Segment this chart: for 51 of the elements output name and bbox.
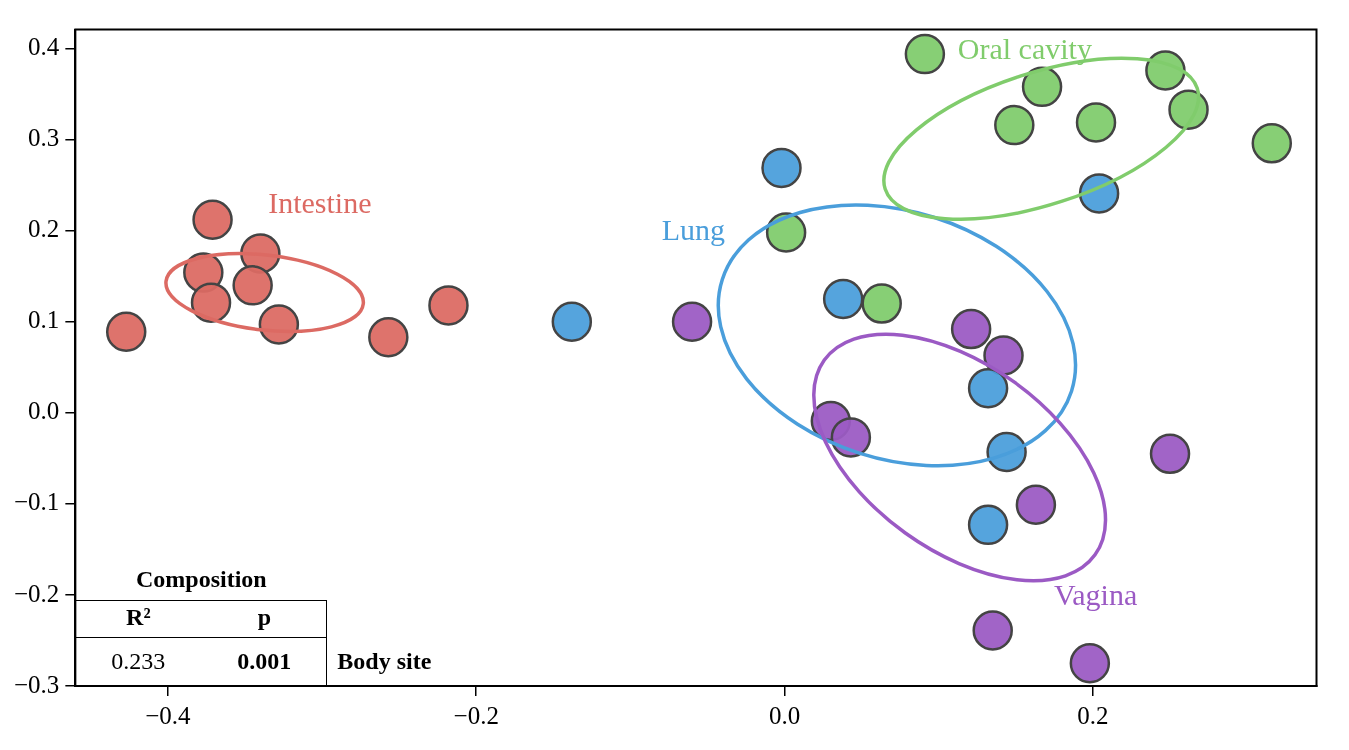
- point: [822, 278, 864, 320]
- point: [994, 104, 1035, 146]
- point: [192, 199, 233, 241]
- point: [232, 265, 273, 306]
- y-tick-label: 0.0: [28, 397, 60, 425]
- point: [765, 212, 807, 253]
- point: [950, 308, 992, 350]
- point: [830, 417, 872, 458]
- annotation: Composition: [135, 566, 268, 593]
- point: [368, 317, 409, 358]
- point: [671, 301, 713, 343]
- point: [1168, 89, 1209, 130]
- point: [1069, 642, 1111, 684]
- annotation: Body site: [337, 648, 432, 675]
- point: [983, 335, 1024, 376]
- point: [258, 304, 300, 345]
- point: [428, 285, 469, 326]
- y-tick-label: −0.3: [13, 670, 60, 698]
- series-label: Intestine: [268, 185, 372, 219]
- point: [972, 610, 1013, 651]
- point: [1145, 50, 1186, 91]
- x-tick-label: −0.4: [145, 701, 192, 729]
- x-tick-label: 0.2: [1077, 701, 1109, 729]
- point: [190, 282, 232, 323]
- point: [1149, 433, 1191, 475]
- point: [1251, 123, 1293, 164]
- x-tick-label: 0.0: [768, 701, 801, 729]
- point: [1021, 66, 1063, 108]
- annotation: 0.233: [110, 648, 167, 675]
- point: [551, 301, 593, 343]
- point: [761, 147, 802, 189]
- series-label: Oral cavity: [957, 32, 1092, 66]
- y-tick-label: 0.4: [28, 33, 60, 61]
- series-label: Vagina: [1053, 578, 1138, 612]
- annotation: 0.001: [236, 648, 293, 675]
- point: [1015, 484, 1057, 526]
- point: [967, 368, 1009, 409]
- point: [904, 33, 946, 75]
- point: [105, 311, 147, 353]
- annotation: R²: [125, 604, 152, 631]
- y-tick-label: 0.3: [28, 124, 60, 152]
- point: [861, 283, 902, 324]
- annotation: p: [256, 604, 272, 631]
- series-label: Lung: [661, 212, 726, 246]
- x-tick-label: −0.2: [453, 701, 499, 729]
- point: [967, 504, 1009, 546]
- y-tick-label: 0.2: [28, 215, 60, 243]
- y-tick-label: 0.1: [28, 306, 60, 334]
- y-tick-label: −0.2: [13, 579, 60, 607]
- y-tick-label: −0.1: [13, 488, 60, 516]
- point: [1075, 102, 1117, 143]
